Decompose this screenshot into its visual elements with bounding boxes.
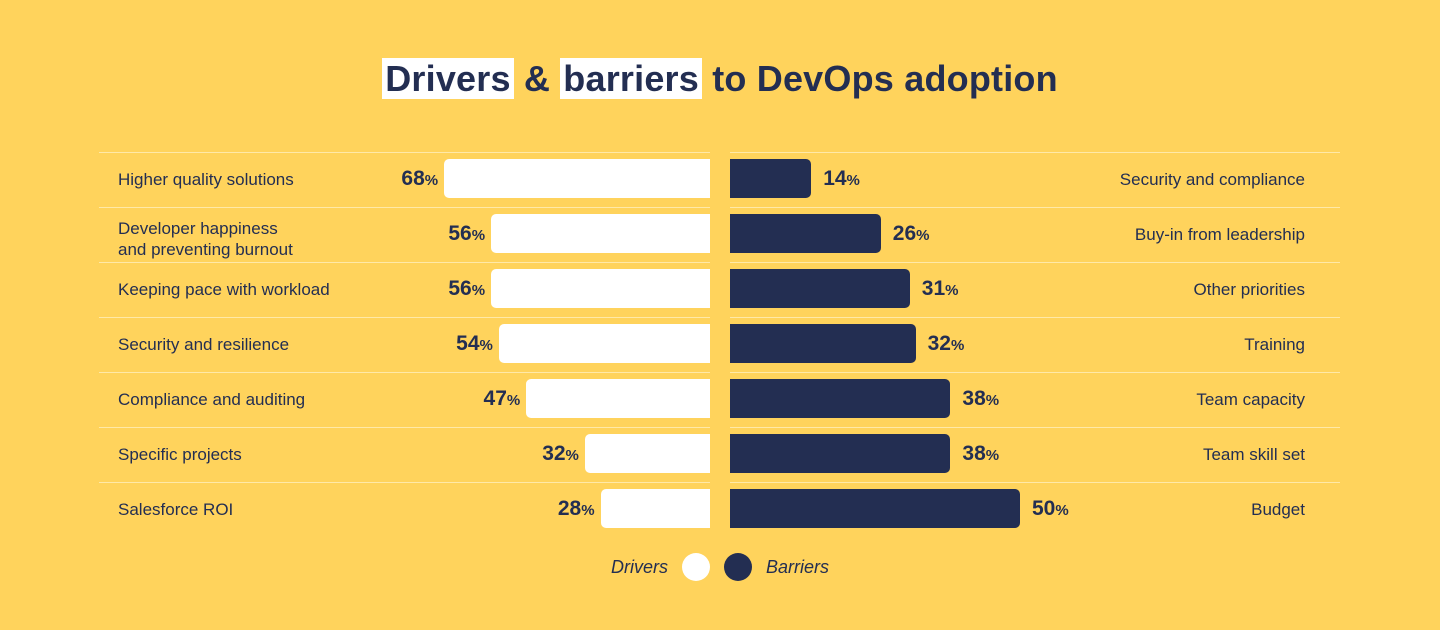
barrier-bar [730, 214, 881, 253]
barrier-category-label: Buy-in from leadership [1134, 225, 1305, 244]
row-separator-left [99, 482, 710, 483]
barrier-value-label: 50% [1032, 497, 1069, 520]
title-drivers: Drivers [382, 58, 514, 99]
driver-bar [600, 489, 710, 528]
row-separator-left [99, 427, 710, 428]
driver-bar [444, 159, 710, 198]
driver-category-label: Security and resilience [118, 335, 290, 354]
barrier-value-label: 32% [927, 332, 965, 355]
title-barriers: barriers [560, 58, 702, 99]
driver-bar [491, 269, 710, 308]
driver-value-label: 28% [557, 497, 595, 520]
driver-value-label: 32% [542, 442, 579, 465]
legend-drivers-swatch [681, 553, 710, 581]
driver-value-label: 68% [401, 167, 439, 190]
barrier-category-label: Training [1244, 335, 1305, 354]
driver-category-label: Compliance and auditing [118, 390, 306, 409]
barrier-value-label: 38% [962, 387, 1000, 410]
barrier-bar [730, 269, 910, 308]
barrier-value-label: 14% [823, 167, 860, 190]
barrier-value-label: 26% [892, 222, 930, 245]
driver-bar [491, 214, 710, 253]
row-separator-right [730, 482, 1340, 483]
row-separator-right [730, 372, 1340, 373]
row-separator-right [730, 262, 1340, 263]
driver-category-label: Keeping pace with workload [118, 280, 330, 299]
legend-barriers-label: Barriers [765, 556, 829, 577]
driver-category-label: Salesforce ROI [118, 500, 234, 519]
barrier-category-label: Team skill set [1202, 445, 1305, 464]
barrier-category-label: Budget [1251, 500, 1305, 519]
driver-category-label: Higher quality solutions [118, 170, 294, 189]
row-separator-right [730, 427, 1340, 428]
barrier-bar [730, 434, 951, 473]
driver-bar [584, 434, 710, 473]
driver-category-label: Developer happiness and preventing burno… [118, 219, 293, 259]
row-separator-left [99, 262, 710, 263]
driver-value-label: 54% [456, 332, 493, 355]
barrier-category-label: Team capacity [1196, 390, 1305, 409]
barrier-bar [730, 159, 812, 198]
row-separator-left [99, 152, 710, 153]
barrier-category-label: Other priorities [1193, 280, 1305, 299]
row-separator-left [99, 207, 710, 208]
row-separator-left [99, 372, 710, 373]
driver-value-label: 56% [448, 222, 486, 245]
row-separator-right [730, 152, 1340, 153]
barrier-bar [730, 324, 916, 363]
driver-value-label: 56% [448, 277, 486, 300]
title-rest: to DevOps adoption [712, 58, 1058, 99]
legend-barriers-swatch [723, 553, 752, 581]
driver-category-label: Specific projects [118, 445, 242, 464]
driver-bar [498, 324, 710, 363]
row-separator-right [730, 207, 1340, 208]
row-separator-right [730, 317, 1340, 318]
row-separator-left [99, 317, 710, 318]
chart-title: Drivers & barriers to DevOps adoption [0, 58, 1440, 100]
title-amp: & [523, 58, 551, 99]
barrier-category-label: Security and compliance [1119, 170, 1305, 189]
legend: Drivers Barriers [0, 553, 1440, 581]
driver-value-label: 47% [483, 387, 521, 410]
barrier-bar [730, 489, 1020, 528]
barrier-bar [730, 379, 951, 418]
barrier-value-label: 38% [962, 442, 1000, 465]
driver-bar [526, 379, 710, 418]
barrier-value-label: 31% [921, 277, 959, 300]
legend-drivers-label: Drivers [610, 556, 668, 577]
